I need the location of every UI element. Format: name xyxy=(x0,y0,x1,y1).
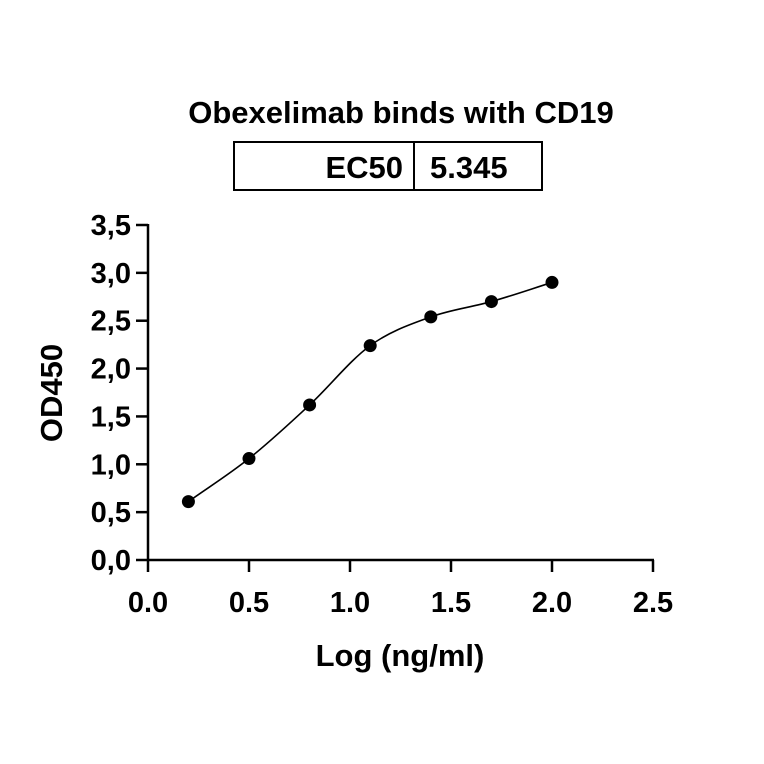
x-tick-label: 0.5 xyxy=(229,587,269,619)
y-tick-label: 1,0 xyxy=(91,449,131,481)
x-tick-label: 0.0 xyxy=(128,587,168,619)
y-tick-label: 1,5 xyxy=(91,401,131,433)
ec50-table-border xyxy=(233,141,543,191)
data-points xyxy=(181,275,559,509)
y-tick-label: 0,0 xyxy=(91,545,131,577)
ec50-label: EC50 xyxy=(325,150,403,185)
ec50-value: 5.345 xyxy=(430,150,508,185)
y-axis-ticks: 0,0 0,5 1,0 1,5 2,0 2,5 3,0 3,5 xyxy=(91,210,148,577)
y-tick-label: 2,5 xyxy=(91,306,131,338)
x-tick-label: 1.5 xyxy=(431,587,471,619)
data-point xyxy=(545,275,559,289)
data-point xyxy=(484,295,498,309)
ec50-table: EC50 5.345 xyxy=(233,141,543,191)
data-point xyxy=(424,310,438,324)
x-tick-label: 2.5 xyxy=(633,587,673,619)
data-point xyxy=(303,398,317,412)
y-tick-label: 3,0 xyxy=(91,258,131,290)
chart-title: Obexelimab binds with CD19 xyxy=(188,95,613,130)
x-tick-label: 2.0 xyxy=(532,587,572,619)
data-point xyxy=(181,495,195,509)
y-tick-label: 2,0 xyxy=(91,354,131,386)
data-point xyxy=(363,339,377,353)
y-tick-label: 3,5 xyxy=(91,210,131,242)
axes xyxy=(146,224,654,562)
x-axis-label: Log (ng/ml) xyxy=(316,638,485,673)
y-axis-label: OD450 xyxy=(34,344,69,442)
x-axis-ticks: 0.0 0.5 1.0 1.5 2.0 2.5 xyxy=(128,560,673,619)
fit-curve xyxy=(187,281,553,503)
data-point xyxy=(242,452,256,466)
x-tick-label: 1.0 xyxy=(330,587,370,619)
y-tick-label: 0,5 xyxy=(91,497,131,529)
